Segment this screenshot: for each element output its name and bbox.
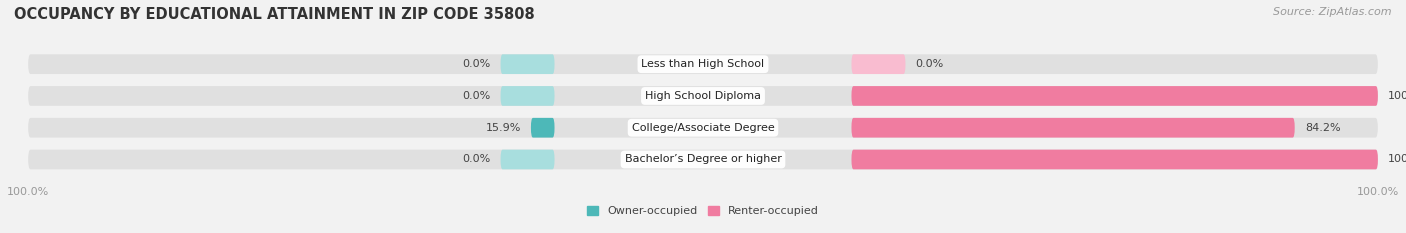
Text: 100.0%: 100.0%: [1388, 154, 1406, 164]
Text: High School Diploma: High School Diploma: [645, 91, 761, 101]
FancyBboxPatch shape: [28, 54, 1378, 74]
FancyBboxPatch shape: [28, 86, 1378, 106]
Text: 15.9%: 15.9%: [485, 123, 520, 133]
FancyBboxPatch shape: [28, 150, 1378, 169]
Text: Bachelor’s Degree or higher: Bachelor’s Degree or higher: [624, 154, 782, 164]
FancyBboxPatch shape: [852, 150, 1378, 169]
Text: 100.0%: 100.0%: [1388, 91, 1406, 101]
Text: 0.0%: 0.0%: [463, 154, 491, 164]
Text: 0.0%: 0.0%: [463, 59, 491, 69]
Text: 0.0%: 0.0%: [463, 91, 491, 101]
Text: 0.0%: 0.0%: [915, 59, 943, 69]
Text: OCCUPANCY BY EDUCATIONAL ATTAINMENT IN ZIP CODE 35808: OCCUPANCY BY EDUCATIONAL ATTAINMENT IN Z…: [14, 7, 534, 22]
Text: Less than High School: Less than High School: [641, 59, 765, 69]
Text: College/Associate Degree: College/Associate Degree: [631, 123, 775, 133]
FancyBboxPatch shape: [501, 54, 554, 74]
Text: Source: ZipAtlas.com: Source: ZipAtlas.com: [1274, 7, 1392, 17]
FancyBboxPatch shape: [852, 54, 905, 74]
Text: 84.2%: 84.2%: [1305, 123, 1340, 133]
FancyBboxPatch shape: [501, 150, 554, 169]
Legend: Owner-occupied, Renter-occupied: Owner-occupied, Renter-occupied: [582, 202, 824, 221]
FancyBboxPatch shape: [531, 118, 554, 137]
FancyBboxPatch shape: [852, 118, 1295, 137]
FancyBboxPatch shape: [852, 86, 1378, 106]
FancyBboxPatch shape: [28, 118, 1378, 137]
FancyBboxPatch shape: [501, 86, 554, 106]
